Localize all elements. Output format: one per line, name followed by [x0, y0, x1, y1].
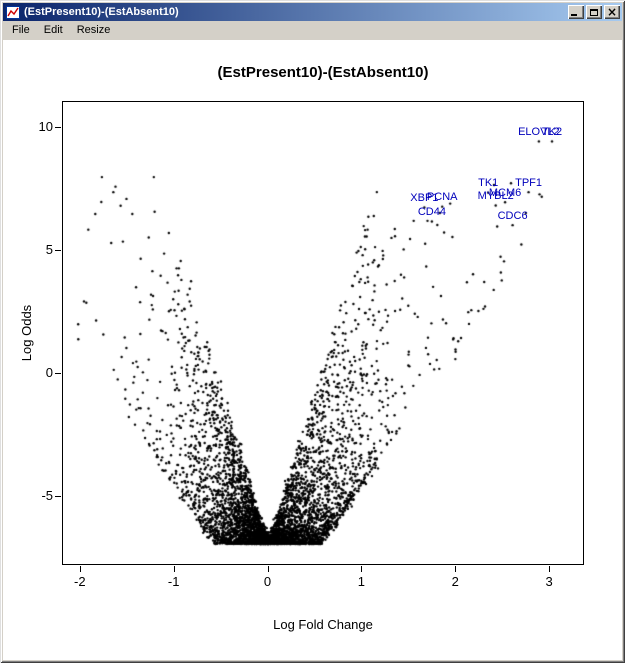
close-button[interactable]: × — [604, 5, 620, 19]
gene-label-tk1: TK1 — [478, 177, 499, 189]
y-tick-mark — [55, 126, 61, 128]
window-controls: × — [568, 5, 620, 19]
y-tick-label: -5 — [41, 488, 53, 504]
y-tick-mark — [55, 496, 61, 498]
x-tick-label: 3 — [545, 574, 553, 589]
y-tick-mark — [55, 373, 61, 375]
gene-label-pcna: PCNA — [426, 191, 458, 204]
window-icon — [5, 5, 21, 19]
x-tick-mark — [455, 566, 457, 572]
menu-item-resize[interactable]: Resize — [76, 24, 111, 36]
x-tick-label: -2 — [74, 574, 86, 589]
y-tick-mark — [55, 249, 61, 251]
menu-item-edit[interactable]: Edit — [43, 24, 63, 36]
close-icon: × — [606, 5, 618, 19]
y-tick-label: 5 — [45, 241, 53, 257]
gene-label-cdc6: CDC6 — [497, 209, 528, 222]
x-tick-label: 0 — [263, 574, 272, 589]
minimize-button[interactable] — [568, 5, 584, 19]
titlebar[interactable]: (EstPresent10)-(EstAbsent10) × — [3, 3, 622, 21]
gene-label-tk2: TK2 — [541, 125, 563, 138]
gene-label-elovl2: ELOVL2 — [518, 125, 560, 138]
gene-label-cd44: CD44 — [417, 205, 446, 218]
x-tick-label: 2 — [451, 574, 459, 589]
x-axis-label: Log Fold Change — [273, 617, 373, 632]
plot-box: ELOVL2 TK2 TK1 TPF1 MCM6 MYBL2 PCNA XBP1 CD44 CDC… — [62, 101, 584, 565]
window-title: (EstPresent10)-(EstAbsent10) — [24, 6, 179, 18]
x-tick-mark — [173, 566, 175, 572]
menu-item-file[interactable]: File — [12, 24, 30, 36]
gene-label-tpf1: TPF1 — [515, 176, 542, 189]
x-tick-mark — [79, 566, 81, 572]
maximize-button[interactable] — [586, 5, 602, 19]
y-tick-label: 10 — [38, 118, 53, 134]
scatter-canvas — [63, 102, 583, 564]
y-tick-label: 0 — [45, 365, 53, 381]
x-tick-mark — [267, 566, 269, 572]
maximize-icon — [590, 8, 598, 16]
x-tick-mark — [549, 566, 551, 572]
x-tick-label: -1 — [167, 574, 180, 589]
gene-label-mcm6: MCM6 — [488, 186, 522, 199]
x-tick-mark — [361, 566, 363, 572]
gene-label-xbp1: XBP1 — [410, 191, 439, 204]
gene-label-mybl2: MYBL2 — [477, 189, 514, 202]
x-tick-label: 1 — [357, 574, 366, 589]
menubar: File Edit Resize — [3, 21, 622, 40]
minimize-icon — [571, 14, 577, 16]
plot-title: (EstPresent10)-(EstAbsent10) — [217, 64, 429, 81]
